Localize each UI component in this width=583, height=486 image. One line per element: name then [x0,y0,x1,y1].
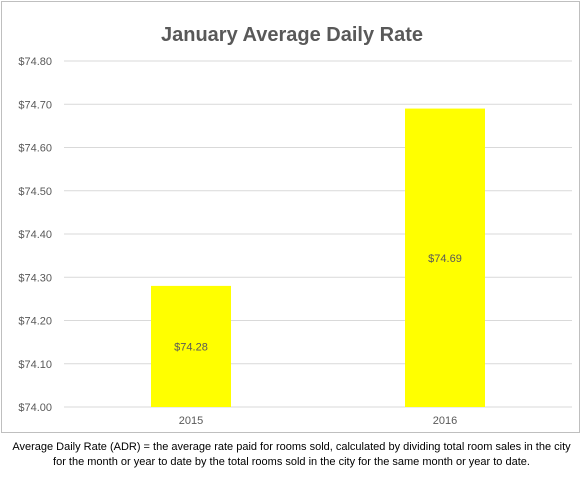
footnote-line-1: Average Daily Rate (ADR) = the average r… [12,441,571,453]
y-tick-label: $74.60 [18,143,52,155]
bars [151,108,485,407]
adr-footnote: Average Daily Rate (ADR) = the average r… [4,440,579,470]
y-tick-label: $74.30 [18,272,52,284]
x-axis-tick-labels: 2015 2016 [179,415,457,427]
y-tick-label: $74.70 [18,99,52,111]
x-tick-label: 2016 [433,415,457,427]
data-labels: $74.28 $74.69 [174,253,462,354]
y-tick-label: $74.80 [18,56,52,68]
bar [151,285,231,407]
data-label: $74.28 [174,341,208,353]
bar-chart: January Average Daily Rate $74.00$74.10$… [18,24,572,427]
y-tick-label: $74.50 [18,186,52,198]
chart-title: January Average Daily Rate [161,24,423,46]
bar [405,108,485,407]
chart-frame: January Average Daily Rate $74.00 $74.10 $… [1,1,580,433]
y-tick-label: $74.40 [18,229,52,241]
footnote-line-2: for the month or year to date by the tot… [53,456,530,468]
y-tick-label: $74.20 [18,316,52,328]
x-tick-label: 2015 [179,415,203,427]
y-tick-label: $74.00 [18,402,52,414]
y-axis-tick-labels: $74.00 $74.10 $74.20 $74.30 $74.40 $74.50 $74.… [18,56,52,414]
data-label: $74.69 [428,253,462,265]
y-tick-label: $74.10 [18,359,52,371]
gridlines [64,60,572,408]
